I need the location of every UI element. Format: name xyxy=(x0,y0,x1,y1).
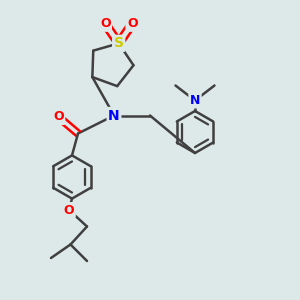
Text: O: O xyxy=(53,110,64,124)
Text: O: O xyxy=(64,203,74,217)
Text: S: S xyxy=(114,36,124,50)
Text: N: N xyxy=(190,94,200,107)
Text: O: O xyxy=(100,17,110,30)
Text: N: N xyxy=(108,109,120,122)
Text: O: O xyxy=(127,17,137,30)
